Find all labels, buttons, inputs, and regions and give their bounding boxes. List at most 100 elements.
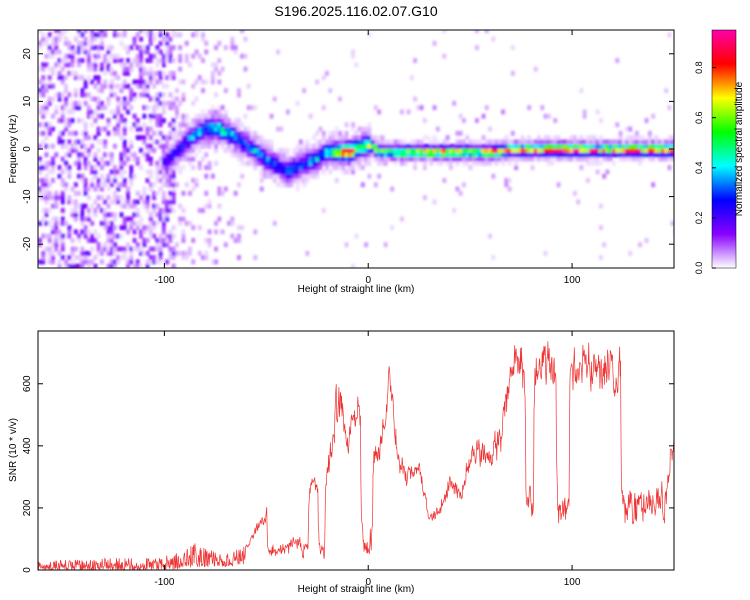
heatmap-cell bbox=[100, 156, 104, 162]
heatmap-cell bbox=[347, 148, 352, 153]
heatmap-cell bbox=[70, 238, 75, 243]
heatmap-cell bbox=[631, 152, 636, 158]
heatmap-cell bbox=[93, 199, 98, 205]
heatmap-cell bbox=[54, 92, 59, 98]
heatmap-cell bbox=[201, 118, 205, 123]
heatmap-cell bbox=[230, 122, 235, 128]
heatmap-cell bbox=[86, 75, 91, 81]
heatmap-cell bbox=[435, 160, 440, 166]
heatmap-cell bbox=[38, 238, 42, 243]
heatmap-cell bbox=[44, 88, 49, 93]
heatmap-cell bbox=[135, 212, 140, 218]
heatmap-cell bbox=[237, 233, 241, 239]
heatmap-cell bbox=[351, 135, 355, 141]
heatmap-cell bbox=[122, 130, 127, 136]
heatmap-cell bbox=[168, 135, 173, 141]
heatmap-cell bbox=[279, 148, 284, 153]
heatmap-cell bbox=[158, 246, 163, 252]
heatmap-cell bbox=[161, 105, 166, 111]
heatmap-cell bbox=[168, 45, 173, 51]
heatmap-cell bbox=[390, 143, 395, 149]
heatmap-cell bbox=[569, 135, 574, 141]
heatmap-cell bbox=[520, 139, 525, 145]
heatmap-cell bbox=[250, 135, 254, 141]
heatmap-cell bbox=[403, 148, 408, 153]
heatmap-cell bbox=[207, 118, 212, 123]
heatmap-cell bbox=[328, 148, 333, 153]
heatmap-cell bbox=[674, 140, 678, 145]
heatmap-cell bbox=[240, 53, 245, 59]
heatmap-cell bbox=[73, 148, 78, 153]
heatmap-cell bbox=[152, 32, 157, 38]
heatmap-cell bbox=[351, 139, 355, 145]
heatmap-cell bbox=[488, 233, 492, 239]
heatmap-cell bbox=[321, 148, 326, 153]
heatmap-cell bbox=[416, 152, 421, 158]
heatmap-cell bbox=[237, 126, 241, 132]
heatmap-cell bbox=[122, 148, 127, 153]
heatmap-cell bbox=[122, 126, 127, 132]
heatmap-cell bbox=[197, 208, 202, 213]
heatmap-cell bbox=[546, 139, 551, 145]
heatmap-cell bbox=[145, 32, 150, 38]
colorbar-tick-label: 0.2 bbox=[694, 212, 704, 225]
heatmap-cell bbox=[625, 152, 629, 158]
heatmap-cell bbox=[148, 40, 153, 46]
heatmap-cell bbox=[168, 75, 173, 81]
heatmap-cell bbox=[201, 135, 205, 141]
heatmap-cell bbox=[445, 143, 450, 149]
heatmap-cell bbox=[139, 36, 143, 42]
heatmap-cell bbox=[621, 148, 626, 153]
heatmap-cell bbox=[152, 105, 157, 111]
heatmap-cell bbox=[132, 220, 137, 226]
heatmap-cell bbox=[60, 238, 65, 243]
heatmap-cell bbox=[155, 118, 160, 123]
heatmap-cell bbox=[181, 152, 186, 158]
heatmap-cell bbox=[113, 109, 117, 115]
heatmap-cell bbox=[419, 156, 424, 162]
heatmap-cell bbox=[328, 143, 333, 149]
heatmap-cell bbox=[41, 208, 46, 213]
heatmap-cell bbox=[318, 156, 323, 162]
heatmap-cell bbox=[86, 238, 91, 243]
heatmap-cell bbox=[204, 165, 209, 171]
heatmap-cell bbox=[41, 32, 46, 38]
heatmap-cell bbox=[96, 160, 101, 166]
heatmap-cell bbox=[638, 156, 642, 162]
heatmap-cell bbox=[240, 152, 245, 158]
heatmap-cell bbox=[93, 109, 98, 115]
heatmap-cell bbox=[331, 165, 336, 171]
heatmap-cell bbox=[246, 130, 251, 136]
heatmap-cell bbox=[122, 143, 127, 149]
heatmap-cell bbox=[201, 32, 205, 38]
heatmap-cell bbox=[351, 53, 355, 59]
heatmap-cell bbox=[344, 242, 349, 248]
heatmap-cell bbox=[113, 173, 117, 179]
heatmap-cell bbox=[546, 148, 551, 153]
heatmap-cell bbox=[647, 135, 652, 141]
heatmap-cell bbox=[175, 156, 179, 162]
heatmap-cell bbox=[135, 225, 140, 231]
heatmap-cell bbox=[524, 152, 528, 158]
heatmap-cell bbox=[51, 195, 55, 201]
heatmap-cell bbox=[602, 173, 607, 179]
heatmap-cell bbox=[295, 148, 300, 153]
heatmap-cell bbox=[80, 152, 85, 158]
heatmap-cell bbox=[259, 139, 264, 145]
heatmap-cell bbox=[158, 70, 163, 76]
heatmap-cell bbox=[491, 156, 496, 162]
heatmap-cell bbox=[373, 143, 378, 149]
heatmap-cell bbox=[113, 30, 117, 33]
heatmap-cell bbox=[80, 246, 85, 252]
heatmap-cell bbox=[188, 250, 192, 256]
heatmap-cell bbox=[70, 148, 75, 153]
heatmap-cell bbox=[344, 169, 349, 175]
heatmap-cell bbox=[520, 152, 525, 158]
heatmap-cell bbox=[321, 143, 326, 149]
heatmap-cell bbox=[96, 195, 101, 201]
heatmap-cell bbox=[171, 255, 176, 260]
heatmap-cell bbox=[599, 118, 603, 123]
heatmap-cell bbox=[569, 139, 574, 145]
heatmap-cell bbox=[334, 178, 339, 183]
heatmap-cell bbox=[168, 36, 173, 42]
